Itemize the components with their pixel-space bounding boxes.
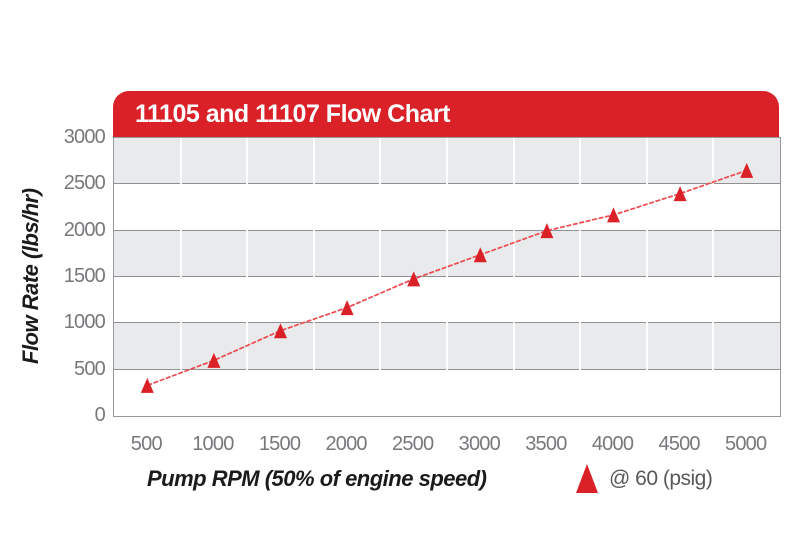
y-tick-label: 1500 [63, 265, 106, 287]
chart-title-bar: 11105 and 11107 Flow Chart [113, 91, 779, 137]
y-tick-label: 3000 [63, 126, 106, 148]
x-tick-label: 5000 [725, 433, 767, 455]
y-tick-label: 500 [74, 357, 106, 380]
vertical-gridline [579, 138, 582, 416]
data-point-marker [740, 162, 754, 178]
data-point-marker [274, 323, 287, 339]
plot-area [113, 137, 781, 417]
legend-triangle-icon [576, 464, 598, 493]
vertical-gridline [712, 138, 715, 416]
flow-series-plot [140, 162, 754, 393]
vertical-gridline [446, 138, 448, 416]
vertical-gridline [512, 138, 515, 416]
x-tick-label: 500 [130, 433, 163, 455]
x-tick-label: 3500 [525, 433, 567, 455]
legend-label: @ 60 (psig) [609, 466, 713, 490]
vertical-gridline [379, 138, 382, 416]
y-tick-label: 2000 [63, 218, 106, 241]
y-tick-label: 2500 [63, 172, 106, 195]
x-tick-label: 2500 [392, 433, 434, 455]
x-tick-label: 4500 [658, 433, 700, 455]
data-point-marker [673, 186, 687, 202]
x-tick-label: 2000 [325, 433, 367, 455]
data-point-marker [473, 247, 487, 263]
x-axis-title: Pump RPM (50% of engine speed) [147, 466, 487, 491]
data-point-marker [207, 352, 221, 368]
data-point-marker [140, 377, 154, 393]
x-tick-label: 3000 [458, 433, 501, 455]
vertical-gridline [246, 138, 249, 416]
vertical-gridline [645, 138, 648, 416]
data-point-marker [607, 207, 620, 223]
y-tick-label: 1000 [63, 311, 106, 334]
y-tick-label: 0 [94, 404, 106, 426]
flow-series-line [147, 169, 747, 387]
x-tick-label: 1500 [258, 433, 301, 455]
x-tick-label: 1000 [192, 433, 234, 455]
vertical-gridline [312, 138, 315, 416]
data-point-marker [407, 271, 421, 287]
x-tick-label: 4000 [591, 433, 634, 455]
vertical-gridline [179, 138, 182, 416]
legend: @ 60 (psig) [576, 464, 713, 493]
chart-title: 11105 and 11107 Flow Chart [135, 99, 450, 128]
data-point-marker [540, 223, 554, 239]
data-point-marker [340, 300, 354, 316]
y-axis-title: Flow Rate (lbs/hr) [18, 188, 43, 364]
